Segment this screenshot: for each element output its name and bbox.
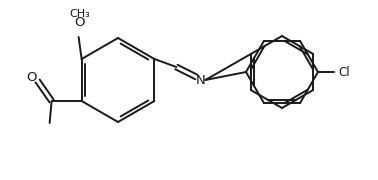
Text: CH₃: CH₃ [69, 9, 90, 19]
Text: N: N [195, 73, 205, 87]
Text: O: O [74, 16, 85, 29]
Text: O: O [26, 71, 37, 84]
Text: Cl: Cl [338, 66, 350, 78]
